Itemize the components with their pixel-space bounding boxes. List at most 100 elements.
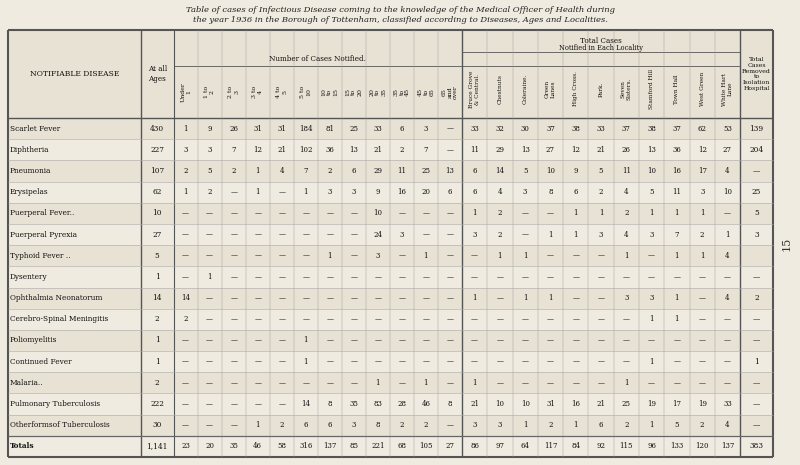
Text: 1: 1: [674, 252, 679, 260]
Text: 37: 37: [622, 125, 630, 133]
Text: 105: 105: [419, 442, 433, 451]
Text: 1: 1: [548, 231, 553, 239]
Text: Stamford Hill: Stamford Hill: [649, 69, 654, 109]
Text: 1: 1: [598, 209, 603, 217]
Text: 2: 2: [424, 421, 428, 429]
Bar: [8, 436, 773, 457]
Text: Diphtheria: Diphtheria: [10, 146, 50, 154]
Text: —: —: [254, 231, 262, 239]
Text: 85: 85: [350, 442, 358, 451]
Text: 3: 3: [599, 231, 603, 239]
Text: —: —: [230, 379, 238, 387]
Text: —: —: [698, 358, 706, 365]
Text: 1: 1: [255, 188, 260, 196]
Text: Under
1: Under 1: [180, 82, 191, 102]
Text: 2: 2: [155, 379, 159, 387]
Text: —: —: [302, 273, 310, 281]
Text: 31: 31: [254, 125, 262, 133]
Text: 27: 27: [546, 146, 555, 154]
Text: 4: 4: [726, 294, 730, 302]
Text: 1: 1: [674, 209, 679, 217]
Text: 1: 1: [183, 125, 188, 133]
Text: 11: 11: [398, 167, 406, 175]
Text: —: —: [206, 337, 213, 345]
Text: Malaria..: Malaria..: [10, 379, 44, 387]
Text: —: —: [230, 337, 238, 345]
Text: 12: 12: [254, 146, 262, 154]
Text: 1: 1: [303, 188, 308, 196]
Text: 15: 15: [782, 236, 792, 251]
Text: 33: 33: [723, 400, 732, 408]
Text: —: —: [698, 379, 706, 387]
Text: Otherformsof Tuberculosis: Otherformsof Tuberculosis: [10, 421, 110, 429]
Bar: [8, 351, 773, 372]
Text: 6: 6: [598, 421, 603, 429]
Text: —: —: [674, 337, 681, 345]
Bar: [8, 245, 773, 266]
Text: —: —: [230, 252, 238, 260]
Text: —: —: [254, 273, 262, 281]
Text: 84: 84: [571, 442, 580, 451]
Text: —: —: [753, 273, 760, 281]
Text: 26: 26: [622, 146, 631, 154]
Text: —: —: [182, 379, 189, 387]
Text: 5: 5: [207, 167, 212, 175]
Text: —: —: [522, 231, 529, 239]
Text: —: —: [254, 315, 262, 323]
Text: 5: 5: [523, 167, 527, 175]
Text: 8: 8: [327, 400, 332, 408]
Text: 10
to
15: 10 to 15: [322, 88, 338, 96]
Text: —: —: [446, 337, 454, 345]
Text: 6: 6: [472, 167, 477, 175]
Text: —: —: [724, 315, 731, 323]
Text: —: —: [446, 273, 454, 281]
Text: —: —: [522, 273, 529, 281]
Text: 2: 2: [400, 146, 404, 154]
Text: 383: 383: [750, 442, 763, 451]
Text: —: —: [598, 315, 605, 323]
Text: —: —: [230, 273, 238, 281]
Text: 2: 2: [183, 167, 188, 175]
Text: 6: 6: [351, 167, 356, 175]
Text: Total
Cases
Removed
to
Isolation
Hospital: Total Cases Removed to Isolation Hospita…: [742, 57, 771, 91]
Text: 1: 1: [523, 252, 527, 260]
Text: 30: 30: [521, 125, 530, 133]
Text: 21: 21: [470, 400, 479, 408]
Text: 3: 3: [352, 188, 356, 196]
Text: 8: 8: [548, 188, 553, 196]
Text: 1: 1: [548, 294, 553, 302]
Text: 1: 1: [424, 379, 428, 387]
Text: 1: 1: [700, 252, 705, 260]
Text: 19: 19: [647, 400, 656, 408]
Text: —: —: [724, 337, 731, 345]
Text: 13: 13: [350, 146, 358, 154]
Text: —: —: [753, 315, 760, 323]
Text: —: —: [753, 400, 760, 408]
Text: Total Cases: Total Cases: [580, 37, 622, 45]
Text: 31: 31: [278, 125, 286, 133]
Text: Poliomyelitis: Poliomyelitis: [10, 337, 58, 345]
Text: 35: 35: [230, 442, 238, 451]
Text: 221: 221: [371, 442, 385, 451]
Text: —: —: [182, 400, 189, 408]
Text: Ophthalmia Neonatorum: Ophthalmia Neonatorum: [10, 294, 102, 302]
Text: —: —: [230, 294, 238, 302]
Text: Typhoid Fever ..: Typhoid Fever ..: [10, 252, 70, 260]
Text: 45
to
65: 45 to 65: [418, 88, 434, 96]
Text: 3: 3: [523, 188, 527, 196]
Text: 20: 20: [422, 188, 430, 196]
Text: —: —: [278, 294, 286, 302]
Text: —: —: [182, 358, 189, 365]
Text: —: —: [398, 379, 406, 387]
Bar: [8, 330, 773, 351]
Text: 3: 3: [624, 294, 629, 302]
Text: —: —: [230, 188, 238, 196]
Text: 16: 16: [398, 188, 406, 196]
Text: 1: 1: [674, 294, 679, 302]
Text: 6: 6: [303, 421, 308, 429]
Text: 1: 1: [155, 358, 159, 365]
Text: —: —: [698, 315, 706, 323]
Text: —: —: [572, 337, 579, 345]
Text: —: —: [623, 337, 630, 345]
Text: 46: 46: [422, 400, 430, 408]
